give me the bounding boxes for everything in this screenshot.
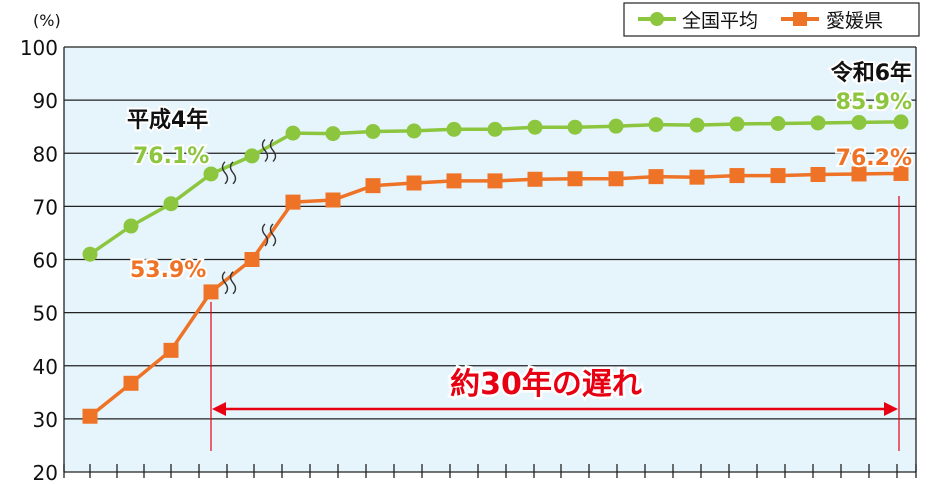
- ehime-data-point: [851, 166, 867, 182]
- legend: 全国平均 愛媛県: [623, 2, 920, 37]
- ehime-data-point: [285, 194, 301, 210]
- national-data-point: [608, 118, 624, 134]
- y-tick-label: 30: [33, 408, 58, 432]
- y-axis-unit-label: (%): [33, 11, 61, 30]
- axis-break-marks: [221, 139, 277, 295]
- legend-ehime-marker: [793, 12, 807, 26]
- national-data-point: [527, 119, 543, 135]
- ehime-data-point: [446, 173, 462, 189]
- national-data-point: [123, 218, 139, 234]
- y-tick-label: 50: [33, 302, 58, 326]
- ehime-data-point: [567, 171, 583, 187]
- ehime-data-point: [729, 168, 745, 184]
- ehime-data-point: [365, 178, 381, 194]
- ehime-data-point: [82, 408, 98, 424]
- axis-break-mark: [221, 161, 229, 185]
- legend-ehime-label: 愛媛県: [826, 10, 883, 32]
- axis-break-mark: [229, 271, 237, 295]
- reiwa6-year-label: 令和6年: [831, 60, 912, 86]
- national-data-point: [325, 126, 341, 142]
- legend-national-marker: [650, 12, 664, 26]
- ehime-data-point: [123, 375, 139, 391]
- y-tick-label: 100: [20, 36, 58, 60]
- national-data-point: [82, 246, 98, 262]
- y-tick-label: 80: [33, 142, 58, 166]
- ehime-data-point: [810, 167, 826, 182]
- national-data-point: [689, 117, 705, 133]
- gridlines: [63, 46, 917, 473]
- ehime-data-point: [203, 284, 219, 300]
- y-axis-ticks: 20 30 40 50 60 70 80 90 100: [20, 36, 58, 484]
- national-data-point: [244, 148, 260, 164]
- national-data-point: [893, 114, 909, 130]
- y-tick-label: 70: [33, 195, 58, 219]
- ehime-data-point: [770, 168, 786, 184]
- national-data-point: [203, 166, 219, 182]
- national-data-point: [567, 119, 583, 135]
- y-tick-label: 60: [33, 249, 58, 273]
- ehime-data-point: [893, 165, 909, 181]
- ehime-data-point: [608, 171, 624, 187]
- gap-annotation: 約30年の遅れ: [210, 196, 900, 451]
- ehime-data-point: [406, 175, 422, 191]
- ehime-data-point: [325, 192, 341, 208]
- national-data-point: [446, 121, 462, 137]
- y-tick-label: 90: [33, 89, 58, 113]
- data-point-markers: [82, 114, 909, 424]
- national-data-point: [163, 196, 179, 212]
- axis-break-mark: [261, 139, 269, 162]
- ehime-data-point: [244, 252, 260, 267]
- axis-break-mark: [221, 271, 229, 295]
- ehime-data-point: [163, 342, 179, 358]
- ehime-data-point: [648, 169, 664, 185]
- national-reiwa6-value: 85.9%: [836, 90, 912, 115]
- y-tick-label: 40: [33, 355, 58, 379]
- axis-break-mark: [229, 161, 237, 185]
- axis-break-mark: [261, 223, 269, 247]
- gap-label: 約30年の遅れ: [450, 367, 642, 402]
- ehime-heisei4-value: 53.9%: [130, 258, 206, 283]
- gap-arrow-head-left: [212, 402, 226, 416]
- national-data-point: [406, 123, 422, 139]
- gap-arrow-head-right: [884, 402, 898, 416]
- axis-break-mark: [269, 223, 277, 247]
- national-heisei4-value: 76.1%: [133, 144, 209, 169]
- national-data-point: [810, 115, 826, 131]
- national-data-point: [770, 116, 786, 131]
- national-data-point: [487, 121, 503, 137]
- heisei4-year-label: 平成4年: [127, 107, 208, 133]
- national-data-point: [365, 123, 381, 139]
- ehime-reiwa6-value: 76.2%: [836, 146, 912, 171]
- ehime-data-point: [689, 169, 705, 185]
- national-data-point: [729, 116, 745, 132]
- legend-national-label: 全国平均: [682, 10, 758, 32]
- national-data-point: [285, 125, 301, 141]
- national-data-point: [648, 117, 664, 133]
- axis-break-mark: [269, 139, 277, 162]
- x-axis-ticks: [63, 464, 917, 478]
- national-data-point: [851, 114, 867, 130]
- y-tick-label: 20: [33, 461, 58, 484]
- ehime-data-point: [527, 171, 543, 187]
- ehime-data-point: [487, 173, 503, 189]
